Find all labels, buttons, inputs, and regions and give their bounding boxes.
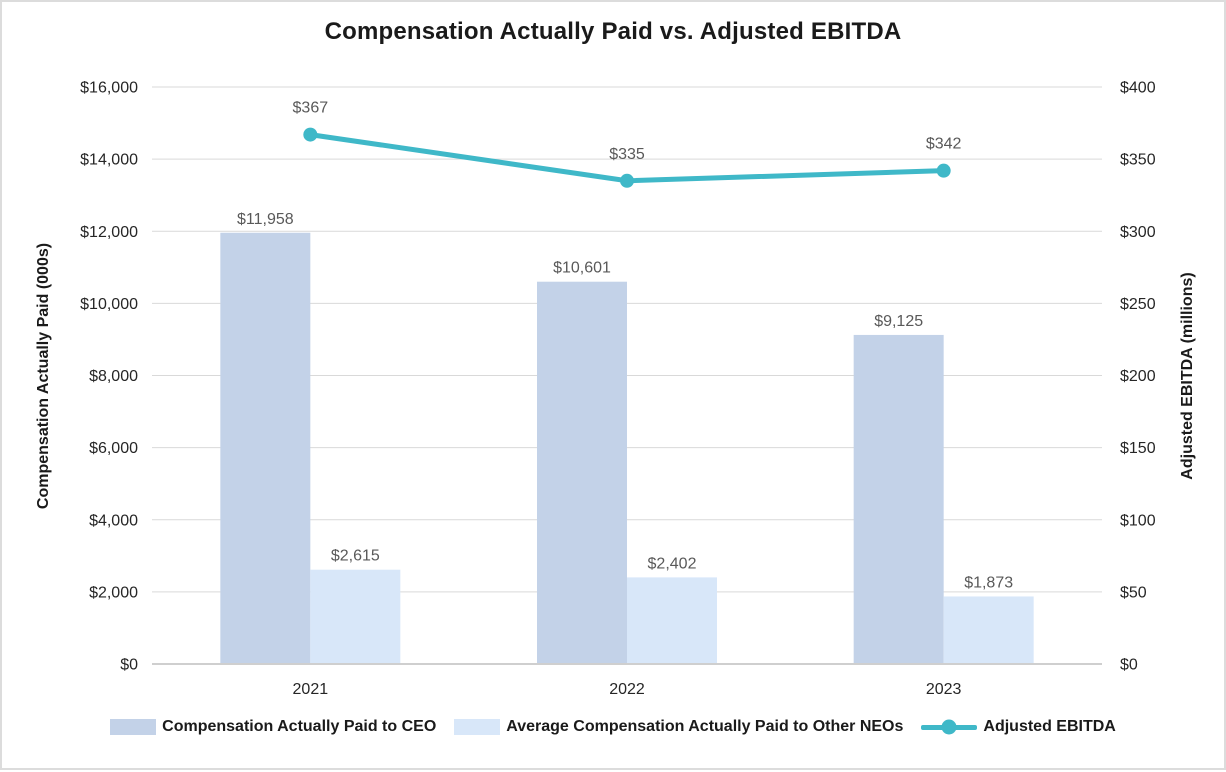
bar-neo-2022	[627, 577, 717, 664]
left-axis-tick-label: $8,000	[89, 368, 138, 385]
left-axis-tick-label: $12,000	[80, 224, 138, 241]
line-point-2022	[620, 173, 634, 188]
bar-ceo-2023	[853, 334, 944, 664]
bar-data-label: $11,958	[237, 211, 294, 228]
x-axis-category-label: 2022	[609, 681, 645, 698]
bar-neo-2021	[310, 569, 401, 664]
legend-label-ceo: Compensation Actually Paid to CEO	[162, 718, 437, 735]
legend-label-ebitda: Adjusted EBITDA	[983, 718, 1116, 735]
left-axis-tick-label: $14,000	[80, 152, 138, 169]
left-axis-tick-label: $6,000	[89, 440, 138, 457]
legend: Compensation Actually Paid to CEO Averag…	[2, 718, 1224, 736]
right-axis-tick-label: $50	[1120, 584, 1147, 601]
right-axis-tick-label: $300	[1120, 224, 1156, 241]
line-point-2023	[936, 163, 951, 178]
left-axis-tick-label: $16,000	[80, 80, 138, 97]
bar-data-label: $9,125	[874, 313, 923, 330]
right-axis-tick-label: $200	[1120, 368, 1156, 385]
left-axis-tick-label: $10,000	[80, 296, 138, 313]
bar-neo-2023	[943, 596, 1034, 664]
line-data-label: $367	[293, 100, 329, 117]
legend-item-ebitda: Adjusted EBITDA	[921, 718, 1116, 736]
bar-data-label: $2,615	[331, 548, 380, 565]
line-point-2021	[303, 127, 318, 142]
left-axis-tick-label: $4,000	[89, 512, 138, 529]
legend-label-neo: Average Compensation Actually Paid to Ot…	[506, 718, 904, 735]
ceo-bar-swatch-icon	[110, 719, 157, 735]
bar-data-label: $2,402	[648, 555, 697, 572]
right-axis-tick-label: $0	[1120, 657, 1138, 674]
line-data-label: $342	[926, 136, 962, 153]
right-axis-tick-label: $400	[1120, 80, 1156, 97]
left-axis-tick-label: $2,000	[89, 584, 138, 601]
neo-bar-swatch-icon	[454, 719, 501, 735]
right-axis-tick-label: $100	[1120, 512, 1156, 529]
right-axis-tick-label: $250	[1120, 296, 1156, 313]
right-axis-tick-label: $150	[1120, 440, 1156, 457]
line-marker-icon	[921, 719, 978, 735]
legend-item-ceo: Compensation Actually Paid to CEO	[110, 718, 436, 736]
chart-title: Compensation Actually Paid vs. Adjusted …	[324, 18, 902, 45]
legend-item-neo: Average Compensation Actually Paid to Ot…	[454, 718, 903, 736]
right-axis-tick-label: $350	[1120, 152, 1156, 169]
x-axis-category-label: 2021	[293, 681, 329, 698]
bar-data-label: $1,873	[964, 574, 1013, 591]
bar-ceo-2021	[220, 232, 311, 664]
line-data-label: $335	[609, 146, 645, 163]
bar-data-label: $10,601	[553, 260, 611, 277]
bar-ceo-2022	[537, 281, 627, 664]
x-axis-category-label: 2023	[926, 681, 962, 698]
left-axis-tick-label: $0	[120, 657, 138, 674]
